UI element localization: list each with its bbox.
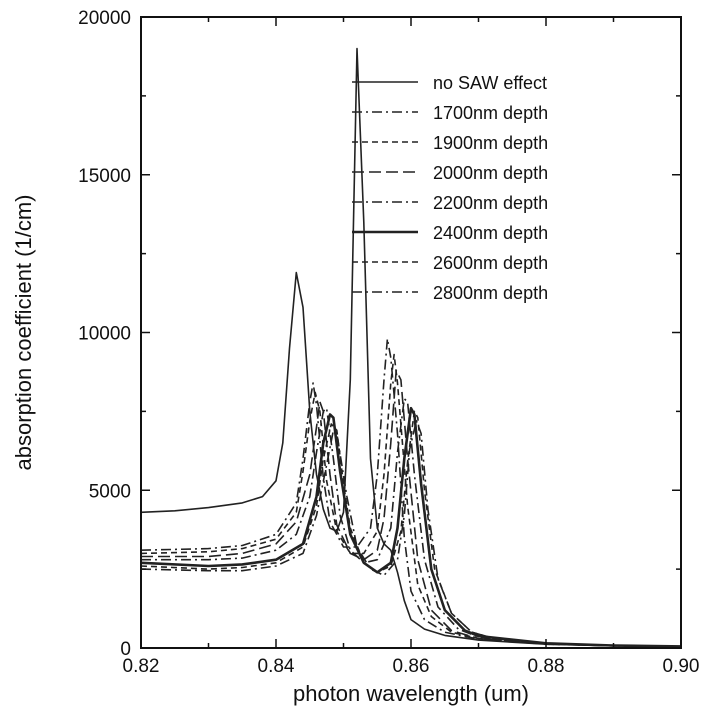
legend-label-5: 2200nm depth (433, 193, 548, 213)
plot-frame (140, 16, 682, 649)
legend: no SAW effect 1700nm depth 1900nm depth 200… (352, 73, 548, 303)
y-axis-title: absorption coefficient (1/cm) (11, 195, 36, 471)
legend-label-7: 2600nm depth (433, 253, 548, 273)
legend-label-2: 1700nm depth (433, 103, 548, 123)
legend-label-6: 2400nm depth (433, 223, 548, 243)
legend-label-1: no SAW effect (433, 73, 547, 93)
legend-label-4: 2000nm depth (433, 163, 548, 183)
series-line-1 (140, 47, 682, 648)
series-line-8 (140, 420, 682, 648)
series-line-2 (140, 338, 682, 648)
y-tick-label: 0 (120, 639, 131, 660)
x-tick-label: 0.84 (258, 656, 295, 677)
y-tick-label: 20000 (78, 8, 131, 29)
series-line-5 (141, 398, 682, 648)
series-line-4 (141, 369, 682, 648)
x-tick-label: 0.88 (528, 656, 565, 677)
series-line-3 (140, 353, 682, 648)
legend-label-8: 2800nm depth (433, 283, 548, 303)
y-tick-label: 5000 (89, 481, 131, 502)
legend-label-3: 1900nm depth (433, 133, 548, 153)
plot-lines (140, 47, 682, 648)
x-tick-label: 0.86 (393, 656, 430, 677)
tick-labels: 0.82 0.84 0.86 0.88 0.90 0 5000 10000 15000 20000 (78, 8, 699, 677)
series-line-6 (140, 406, 682, 648)
x-axis-title: photon wavelength (um) (293, 681, 529, 706)
y-tick-label: 15000 (78, 166, 131, 187)
y-tick-label: 10000 (78, 324, 131, 345)
x-tick-label: 0.90 (663, 656, 700, 677)
x-tick-label: 0.82 (123, 656, 160, 677)
axis-ticks (140, 16, 682, 649)
